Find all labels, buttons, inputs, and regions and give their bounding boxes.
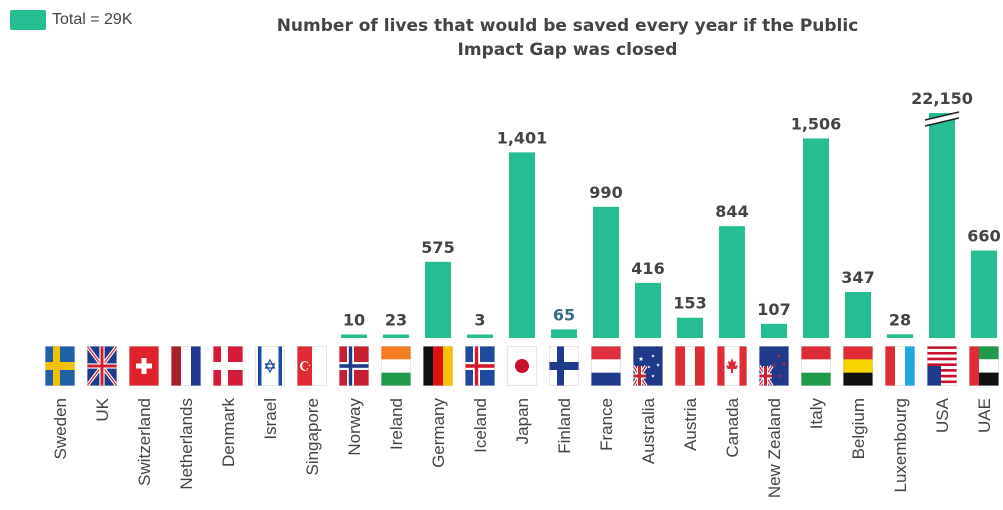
category-label-finland: Finland bbox=[555, 398, 574, 454]
bar-canada bbox=[719, 226, 745, 338]
flag-norway-icon bbox=[339, 346, 369, 386]
axis-break-mark bbox=[924, 111, 960, 121]
flag-sweden-icon bbox=[45, 346, 75, 386]
category-label-france: France bbox=[597, 398, 616, 451]
flag-usa-icon bbox=[927, 346, 957, 386]
value-label-australia: 416 bbox=[631, 259, 664, 278]
flags-group bbox=[45, 346, 999, 386]
bars-group: 10 23 575 3 1,401 65 990 416 153 844 107 1,506 347 28… bbox=[341, 89, 1001, 338]
category-label-uk: UK bbox=[93, 397, 112, 421]
category-label-new-zealand: New Zealand bbox=[765, 398, 784, 498]
value-label-canada: 844 bbox=[715, 202, 748, 221]
category-labels-group: Sweden UK Switzerland Netherlands Denmark Isr… bbox=[51, 397, 994, 498]
axis-break-gap bbox=[924, 112, 960, 126]
bar-iceland bbox=[467, 334, 493, 338]
flag-belgium-icon bbox=[843, 346, 873, 386]
flag-new-zealand-icon bbox=[759, 346, 789, 386]
axis-break-mark bbox=[924, 117, 960, 127]
value-label-iceland: 3 bbox=[474, 311, 485, 330]
bar-australia bbox=[635, 282, 661, 338]
category-label-norway: Norway bbox=[345, 398, 364, 456]
flag-denmark-icon bbox=[213, 346, 243, 386]
flag-israel-icon bbox=[255, 346, 285, 386]
category-label-iceland: Iceland bbox=[471, 398, 490, 453]
flag-italy-icon bbox=[801, 346, 831, 386]
bar-italy bbox=[803, 138, 829, 338]
category-label-canada: Canada bbox=[723, 397, 742, 457]
flag-australia-icon bbox=[633, 346, 663, 386]
category-label-usa: USA bbox=[933, 397, 952, 433]
value-label-italy: 1,506 bbox=[791, 114, 842, 133]
value-label-usa: 22,150 bbox=[911, 89, 973, 108]
category-label-germany: Germany bbox=[429, 398, 448, 468]
flag-singapore-icon bbox=[297, 346, 327, 386]
bar-norway bbox=[341, 334, 367, 338]
category-label-luxembourg: Luxembourg bbox=[891, 398, 910, 493]
value-label-ireland: 23 bbox=[385, 311, 407, 330]
flag-iceland-icon bbox=[465, 346, 495, 386]
flag-netherlands-icon bbox=[171, 346, 201, 386]
value-label-japan: 1,401 bbox=[497, 128, 548, 147]
category-label-japan: Japan bbox=[513, 398, 532, 444]
flag-uk-icon bbox=[87, 346, 117, 386]
flag-uae-icon bbox=[969, 346, 999, 386]
bar-germany bbox=[425, 261, 451, 338]
bar-uae bbox=[971, 250, 997, 338]
bar-finland bbox=[551, 329, 577, 338]
bar-usa bbox=[929, 113, 955, 338]
bar-luxembourg bbox=[887, 334, 913, 338]
flag-luxembourg-icon bbox=[885, 346, 915, 386]
category-label-austria: Austria bbox=[681, 397, 700, 450]
value-label-finland: 65 bbox=[553, 305, 575, 324]
flag-finland-icon bbox=[549, 346, 579, 386]
category-label-singapore: Singapore bbox=[303, 398, 322, 476]
flag-canada-icon bbox=[717, 346, 747, 386]
flag-germany-icon bbox=[423, 346, 453, 386]
value-label-germany: 575 bbox=[421, 238, 454, 257]
category-label-uae: UAE bbox=[975, 398, 994, 433]
flag-ireland-icon bbox=[381, 346, 411, 386]
value-label-france: 990 bbox=[589, 183, 622, 202]
value-label-belgium: 347 bbox=[841, 268, 874, 287]
category-label-denmark: Denmark bbox=[219, 398, 238, 467]
legend-swatch bbox=[10, 10, 46, 30]
flag-austria-icon bbox=[675, 346, 705, 386]
category-label-italy: Italy bbox=[807, 398, 826, 430]
value-label-new-zealand: 107 bbox=[757, 300, 790, 319]
bar-france bbox=[593, 206, 619, 338]
flag-france-icon bbox=[591, 346, 621, 386]
bar-new-zealand bbox=[761, 323, 787, 338]
chart-title: Number of lives that would be saved ever… bbox=[276, 16, 859, 60]
legend: Total = 29K bbox=[10, 10, 133, 30]
value-label-austria: 153 bbox=[673, 294, 706, 313]
category-label-ireland: Ireland bbox=[387, 398, 406, 450]
category-label-switzerland: Switzerland bbox=[135, 398, 154, 486]
category-label-sweden: Sweden bbox=[51, 398, 70, 459]
bar-ireland bbox=[383, 334, 409, 338]
flag-switzerland-icon bbox=[129, 346, 159, 386]
category-label-israel: Israel bbox=[261, 398, 280, 440]
value-label-luxembourg: 28 bbox=[889, 310, 911, 329]
legend-label: Total = 29K bbox=[52, 11, 133, 28]
value-label-norway: 10 bbox=[343, 311, 365, 330]
category-label-belgium: Belgium bbox=[849, 398, 868, 459]
flag-japan-icon bbox=[507, 346, 537, 386]
bar-japan bbox=[509, 152, 535, 338]
value-label-uae: 660 bbox=[967, 227, 1000, 246]
bar-austria bbox=[677, 317, 703, 338]
category-label-netherlands: Netherlands bbox=[177, 398, 196, 490]
bar-belgium bbox=[845, 292, 871, 338]
category-label-australia: Australia bbox=[639, 397, 658, 464]
